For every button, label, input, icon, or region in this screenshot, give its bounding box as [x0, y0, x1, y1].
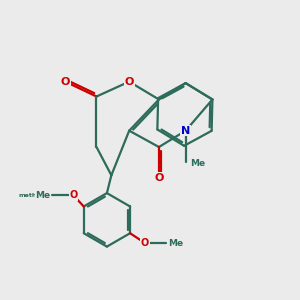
Text: Me: Me [190, 159, 205, 168]
Text: methoxy: methoxy [18, 193, 49, 198]
Text: O: O [69, 190, 77, 200]
Text: Me: Me [35, 191, 50, 200]
Text: O: O [154, 173, 164, 183]
Text: O: O [141, 238, 149, 248]
Text: N: N [181, 126, 190, 136]
Text: O: O [61, 76, 70, 87]
Text: Me: Me [168, 238, 183, 247]
Text: O: O [124, 76, 134, 87]
